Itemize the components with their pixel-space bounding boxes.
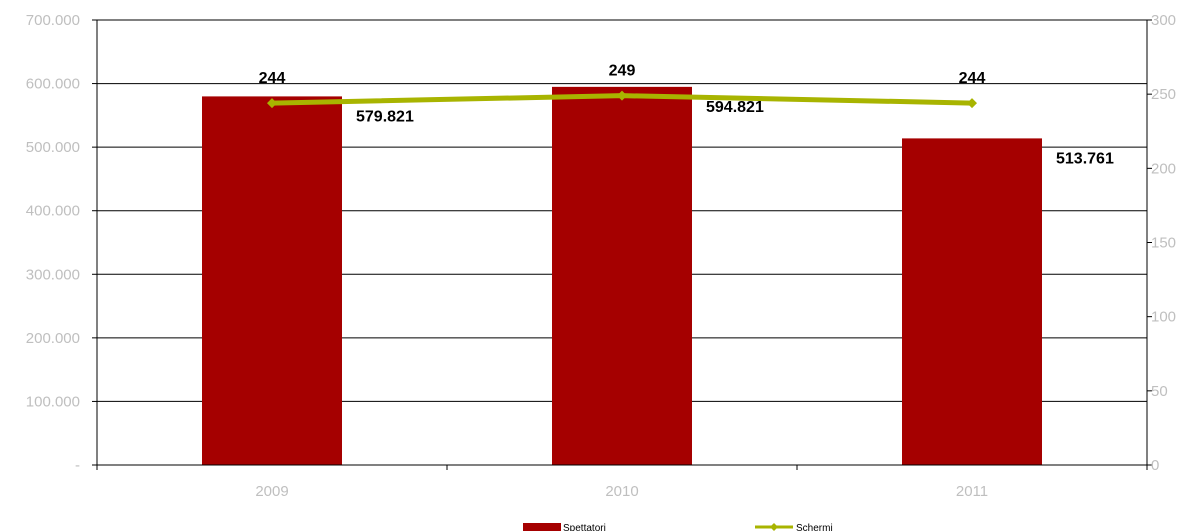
x-tick-label-2009: 2009 bbox=[255, 483, 288, 500]
left-tick-label: - bbox=[75, 457, 80, 474]
right-tick-label: 0 bbox=[1151, 457, 1159, 474]
point-schermi-2009 bbox=[267, 98, 277, 109]
x-tick-label-2010: 2010 bbox=[605, 483, 638, 500]
bar-2011 bbox=[902, 138, 1042, 466]
bar-2010 bbox=[552, 86, 692, 465]
label-schermi-2011: 244 bbox=[959, 70, 986, 87]
tick-labels: - 100.000 200.000 300.000 400.000 500.000 600.… bbox=[26, 12, 1176, 500]
right-tick-label: 200 bbox=[1151, 160, 1176, 177]
right-tick-label: 300 bbox=[1151, 12, 1176, 29]
legend: Spettatori Schermi bbox=[523, 523, 833, 531]
label-spettatori-2009: 579.821 bbox=[356, 108, 414, 125]
bar-2009 bbox=[202, 96, 342, 465]
label-schermi-2009: 244 bbox=[259, 70, 286, 87]
legend-swatch-spettatori bbox=[523, 523, 561, 531]
label-schermi-2010: 249 bbox=[609, 63, 636, 80]
legend-label-schermi: Schermi bbox=[796, 523, 833, 531]
label-spettatori-2010: 594.821 bbox=[706, 99, 764, 116]
left-tick-label: 100.000 bbox=[26, 393, 80, 410]
label-spettatori-2011: 513.761 bbox=[1056, 150, 1114, 167]
left-tick-label: 400.000 bbox=[26, 203, 80, 220]
legend-marker-schermi bbox=[770, 523, 778, 531]
left-tick-label: 200.000 bbox=[26, 330, 80, 347]
axes bbox=[92, 19, 1152, 470]
left-tick-label: 300.000 bbox=[26, 266, 80, 283]
right-tick-label: 50 bbox=[1151, 383, 1168, 400]
legend-label-spettatori: Spettatori bbox=[563, 523, 606, 531]
x-tick-label-2011: 2011 bbox=[956, 483, 988, 500]
point-schermi-2011 bbox=[967, 98, 977, 109]
line-series-schermi bbox=[267, 90, 977, 109]
left-tick-label: 500.000 bbox=[26, 139, 80, 156]
right-tick-label: 150 bbox=[1151, 235, 1176, 252]
left-tick-label: 700.000 bbox=[26, 12, 80, 29]
left-tick-label: 600.000 bbox=[26, 76, 80, 93]
right-tick-label: 250 bbox=[1151, 86, 1176, 103]
data-labels: 579.821 594.821 513.761 244 249 244 bbox=[259, 63, 1114, 168]
right-tick-label: 100 bbox=[1151, 309, 1176, 326]
point-schermi-2010 bbox=[617, 90, 627, 101]
bar-series-spettatori bbox=[202, 86, 1042, 466]
